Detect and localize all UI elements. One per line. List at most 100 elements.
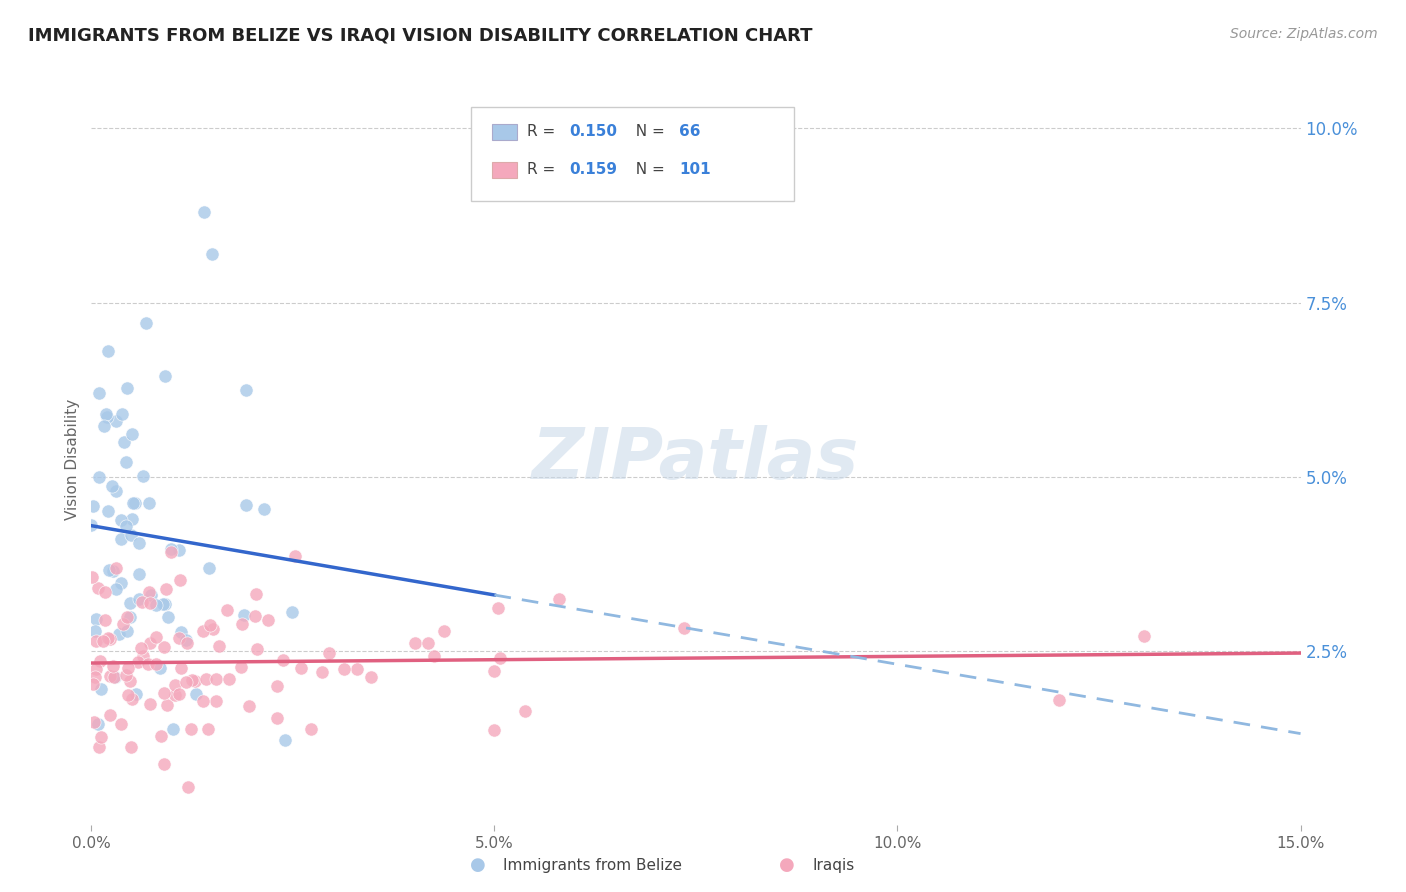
Text: R =: R = <box>527 124 561 138</box>
Point <box>160 545 183 559</box>
Point <box>186 687 208 701</box>
Point <box>120 610 142 624</box>
Point <box>84 670 107 684</box>
Point <box>163 688 186 702</box>
Point <box>89 386 111 401</box>
Point <box>87 739 110 754</box>
Point <box>115 455 138 469</box>
Point <box>197 722 219 736</box>
Point <box>115 667 138 681</box>
Point <box>152 640 174 654</box>
Point <box>115 381 138 395</box>
Point <box>482 665 505 679</box>
Point <box>284 549 307 564</box>
Point <box>204 693 226 707</box>
Point <box>80 570 103 584</box>
Point <box>87 581 110 595</box>
Point <box>120 739 142 754</box>
Point <box>243 609 266 624</box>
Point <box>191 694 214 708</box>
Point <box>486 601 509 615</box>
Point <box>112 616 135 631</box>
Point <box>136 657 159 672</box>
Point <box>162 723 184 737</box>
Point <box>120 528 142 542</box>
Point <box>122 496 145 510</box>
Point <box>229 660 252 674</box>
Point <box>150 729 173 743</box>
Point <box>103 564 125 578</box>
Point <box>104 414 127 428</box>
Point <box>149 661 172 675</box>
Point <box>90 681 112 696</box>
Text: N =: N = <box>626 162 669 177</box>
Point <box>121 692 143 706</box>
Point <box>94 613 117 627</box>
Text: Iraqis: Iraqis <box>813 858 855 872</box>
Point <box>197 561 219 575</box>
Point <box>489 651 512 665</box>
Point <box>238 698 260 713</box>
Point <box>125 688 148 702</box>
Point <box>404 636 426 650</box>
Text: 101: 101 <box>679 162 710 177</box>
Point <box>89 653 111 667</box>
Text: IMMIGRANTS FROM BELIZE VS IRAQI VISION DISABILITY CORRELATION CHART: IMMIGRANTS FROM BELIZE VS IRAQI VISION D… <box>28 27 813 45</box>
Point <box>165 678 187 692</box>
Point <box>180 722 202 736</box>
Point <box>1047 692 1070 706</box>
Point <box>231 617 253 632</box>
Point <box>86 717 108 731</box>
Point <box>153 597 176 611</box>
Point <box>271 653 294 667</box>
Y-axis label: Vision Disability: Vision Disability <box>65 399 80 520</box>
Point <box>346 662 368 676</box>
Point <box>153 756 176 771</box>
Point <box>235 384 257 398</box>
Point <box>121 511 143 525</box>
Point <box>169 573 191 587</box>
Point <box>311 665 333 680</box>
Point <box>515 704 537 718</box>
Point <box>96 344 118 359</box>
Point <box>138 496 160 510</box>
Point <box>82 499 104 513</box>
Text: R =: R = <box>527 162 561 177</box>
Point <box>170 661 193 675</box>
Point <box>153 685 176 699</box>
Point <box>422 649 444 664</box>
Point <box>111 407 134 421</box>
Point <box>245 587 267 601</box>
Point <box>117 688 139 702</box>
Point <box>104 582 127 596</box>
Point <box>174 674 197 689</box>
Point <box>117 610 139 624</box>
Point <box>118 674 141 689</box>
Point <box>132 648 155 663</box>
Point <box>135 316 157 330</box>
Point <box>93 419 115 434</box>
Point <box>174 633 197 648</box>
Point <box>246 641 269 656</box>
Point <box>548 592 571 607</box>
Point <box>193 205 215 219</box>
Point <box>110 717 132 731</box>
Point <box>104 670 127 684</box>
Point <box>155 368 177 383</box>
Point <box>101 479 124 493</box>
Point <box>80 518 103 533</box>
Point <box>103 670 125 684</box>
Text: N =: N = <box>626 124 669 138</box>
Point <box>155 582 177 597</box>
Point <box>290 661 312 675</box>
Point <box>100 668 122 682</box>
Point <box>97 562 120 576</box>
Point <box>145 657 167 671</box>
Point <box>191 624 214 638</box>
Point <box>195 672 218 686</box>
Point <box>235 498 257 512</box>
Point <box>318 646 340 660</box>
Point <box>103 659 125 673</box>
Point <box>128 567 150 582</box>
Point <box>281 605 304 619</box>
